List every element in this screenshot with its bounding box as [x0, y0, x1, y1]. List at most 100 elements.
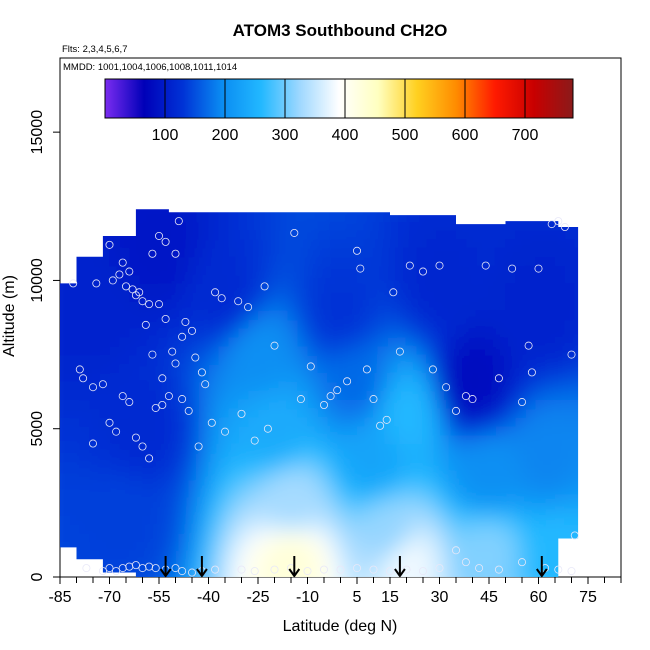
field-cell	[258, 425, 269, 436]
field-cell	[396, 318, 408, 329]
field-cell	[69, 372, 81, 382]
field-cell	[416, 488, 427, 498]
field-cell	[386, 390, 398, 400]
field-cell	[545, 425, 556, 436]
field-cell	[634, 568, 645, 577]
field-cell	[485, 577, 497, 578]
field-cell	[535, 390, 546, 400]
field-cell	[60, 318, 71, 329]
field-cell	[159, 318, 170, 329]
field-cell	[317, 399, 328, 409]
field-cell	[218, 541, 229, 551]
field-cell	[267, 488, 279, 498]
field-cell	[149, 434, 160, 445]
field-cell	[317, 443, 328, 454]
field-cell	[258, 496, 269, 507]
field-cell	[208, 514, 219, 525]
field-cell	[149, 221, 160, 231]
field-cell	[188, 434, 200, 445]
field-cell	[139, 327, 150, 338]
field-cell	[317, 247, 328, 258]
field-cell	[178, 425, 190, 436]
field-cell	[228, 230, 239, 240]
field-cell	[337, 550, 348, 560]
field-cell	[585, 577, 596, 586]
field-cell	[634, 230, 645, 239]
field-cell	[515, 310, 526, 320]
field-cell	[287, 221, 299, 231]
field-cell	[119, 416, 130, 427]
field-cell	[426, 230, 437, 240]
field-cell	[40, 470, 51, 479]
field-cell	[376, 390, 388, 400]
field-cell	[456, 416, 467, 427]
field-cell	[485, 505, 497, 516]
field-cell	[634, 355, 645, 364]
field-cell	[258, 541, 269, 551]
field-cell	[406, 532, 417, 543]
field-cell	[178, 496, 190, 507]
field-cell	[386, 336, 398, 347]
field-cell	[149, 461, 160, 471]
field-cell	[60, 381, 71, 391]
field-cell	[495, 505, 507, 516]
field-cell	[386, 327, 398, 338]
arrow-head	[196, 568, 208, 578]
field-cell	[238, 532, 249, 543]
field-cell	[436, 514, 447, 525]
field-cell	[347, 345, 358, 356]
field-cell	[525, 363, 536, 373]
field-cell	[50, 177, 61, 186]
field-cell	[426, 345, 437, 356]
field-cell	[624, 381, 635, 390]
field-cell	[634, 559, 645, 568]
field-cell	[168, 292, 180, 302]
field-cell	[119, 390, 130, 400]
field-cell	[159, 505, 170, 516]
field-cell	[168, 479, 180, 489]
field-cell	[40, 461, 51, 470]
field-cell	[525, 238, 536, 249]
field-cell	[535, 327, 546, 338]
field-cell	[347, 256, 358, 267]
field-cell	[426, 327, 437, 338]
field-cell	[159, 496, 170, 507]
field-cell	[40, 346, 51, 355]
field-cell	[634, 310, 645, 319]
field-cell	[475, 488, 487, 498]
field-cell	[248, 230, 259, 240]
field-cell	[40, 203, 51, 212]
field-cell	[317, 452, 328, 462]
field-cell	[317, 345, 328, 356]
field-cell	[208, 336, 219, 347]
field-cell	[218, 354, 229, 365]
field-cell	[238, 399, 249, 409]
field-cell	[168, 434, 180, 445]
field-cell	[535, 301, 546, 311]
field-cell	[485, 532, 497, 543]
field-cell	[267, 514, 279, 525]
field-cell	[198, 283, 210, 293]
field-cell	[347, 372, 358, 382]
field-cell	[60, 209, 61, 213]
field-cell	[40, 328, 51, 337]
field-cell	[634, 266, 645, 275]
field-cell	[60, 274, 61, 284]
field-cell	[337, 336, 348, 347]
field-cell	[357, 265, 368, 276]
field-cell	[178, 274, 190, 284]
field-cell	[69, 345, 81, 356]
field-cell	[366, 292, 378, 302]
field-cell	[426, 238, 437, 249]
field-cell	[168, 559, 180, 569]
field-cell	[327, 559, 338, 569]
field-cell	[555, 425, 566, 436]
sample-point	[336, 565, 345, 574]
field-cell	[208, 470, 219, 480]
field-cell	[168, 318, 180, 329]
field-cell	[60, 479, 61, 489]
field-cell	[208, 532, 219, 543]
field-cell	[376, 327, 388, 338]
field-cell	[416, 274, 427, 284]
field-cell	[129, 568, 140, 578]
